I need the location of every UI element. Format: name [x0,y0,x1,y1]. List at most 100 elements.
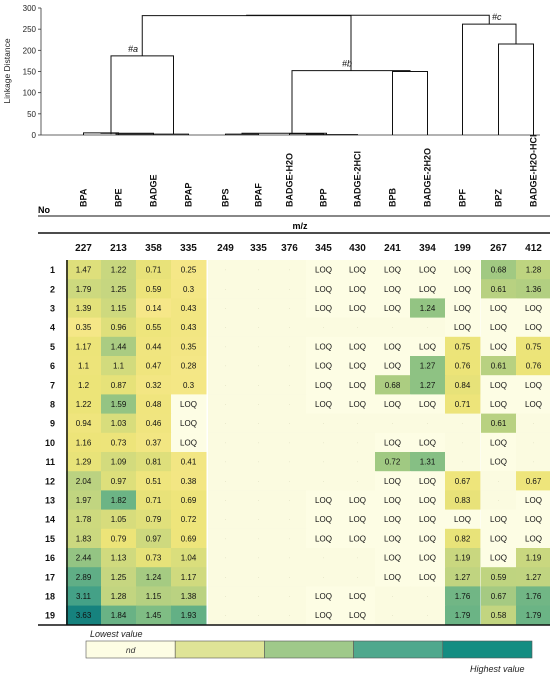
heatmap-cell [375,567,411,587]
heatmap-cell [340,336,376,357]
cell-value: LOQ [315,362,332,371]
heatmap-cell [306,528,342,549]
nd-dot: · [225,402,227,408]
mz-value: 227 [75,243,92,254]
heatmap-cell [410,586,446,607]
heatmap-cell [66,567,102,587]
heatmap-cell [481,394,517,415]
cell-value: LOQ [315,381,332,390]
cell-value: LOQ [315,534,332,543]
cell-value: 0.76 [526,362,542,371]
heatmap-cell [136,298,172,319]
dendrogram-link [498,43,534,135]
compound-header: BADGE-2HCl [353,151,363,207]
heatmap-cell [306,452,342,472]
row-number: 9 [50,419,55,429]
row-number: 11 [45,457,55,467]
cell-value: 0.51 [146,477,162,486]
row-number: 7 [50,380,55,390]
nd-dot: · [225,287,227,293]
heatmap-cell [272,490,308,511]
compound-header: BADGE [149,174,159,207]
cell-value: LOQ [180,419,197,428]
cell-value: LOQ [384,515,401,524]
heatmap-cell [66,586,102,607]
heatmap-cell [208,260,244,280]
nd-dot: · [258,536,260,542]
heatmap-cell [445,375,481,395]
cell-value: 1.09 [111,458,127,467]
nd-dot: · [323,479,325,485]
nd-dot: · [462,421,464,427]
cell-value: LOQ [349,400,366,409]
cell-value: 0.59 [146,285,162,294]
nd-dot: · [323,421,325,427]
heatmap-cell [66,279,102,299]
cell-value: LOQ [419,266,436,275]
heatmap-cell [272,471,308,491]
heatmap-cell [136,471,172,491]
heatmap-cell [272,586,308,607]
nd-dot: · [258,498,260,504]
dendrogram-link [462,23,517,135]
cell-value: 0.79 [111,534,127,543]
cell-value: 0.44 [146,342,162,351]
heatmap-cell [410,279,446,299]
heatmap-cell [208,432,244,453]
heatmap-cell [101,375,137,395]
heatmap-cell [375,432,411,453]
heatmap-cell [136,509,172,530]
cell-value: LOQ [384,362,401,371]
nd-dot: · [289,594,291,600]
cell-value: LOQ [315,592,332,601]
cell-value: 0.72 [385,458,401,467]
heatmap-cell [445,471,481,491]
cell-value: 0.87 [111,381,127,390]
heatmap-cell [445,509,481,530]
dendrogram-link [115,133,189,135]
legend-swatch [442,640,533,659]
cell-value: 1.27 [420,381,436,390]
heatmap-cell [516,317,550,338]
heatmap-cell [340,490,376,511]
heatmap-cell [340,567,376,587]
heatmap-cell [340,298,376,319]
cell-value: 0.41 [181,458,197,467]
legend: Lowest value nd Highest value [85,629,533,674]
heatmap-cell [136,605,172,626]
cell-value: LOQ [349,342,366,351]
cell-value: 0.3 [183,285,195,294]
cell-value: 1.28 [526,266,542,275]
heatmap-cell [101,336,137,357]
dendrogram-tick-label: 150 [23,68,37,77]
heatmap-cell [516,586,550,607]
heatmap-cell [375,394,411,415]
heatmap-cell [66,394,102,415]
nd-dot: · [258,479,260,485]
heatmap-cell [410,375,446,395]
heatmap-cell [410,452,446,472]
dendrogram: Linkage Distance 0 50 100 150 200 250 300 #a #b… [2,4,540,140]
cell-value: 1.28 [111,592,127,601]
nd-dot: · [289,402,291,408]
cell-value: 1.78 [76,515,92,524]
mz-value: 249 [217,243,234,254]
heatmap-cell [241,317,277,338]
heatmap-cell [272,356,308,376]
heatmap-cell [208,298,244,319]
cell-value: LOQ [490,400,507,409]
nd-dot: · [289,460,291,466]
legend-high-label: Highest value [470,664,525,674]
cell-value: 2.89 [76,573,92,582]
heatmap-cell [171,375,207,395]
nd-dot: · [258,440,260,446]
heatmap-cell [241,336,277,357]
heatmap-cell [375,336,411,357]
heatmap-cell [208,586,244,607]
mz-value: 394 [419,243,436,254]
row-number: 17 [45,572,55,582]
nd-dot: · [289,325,291,331]
nd-dot: · [323,460,325,466]
heatmap-cell [410,336,446,357]
heatmap-cell [340,586,376,607]
